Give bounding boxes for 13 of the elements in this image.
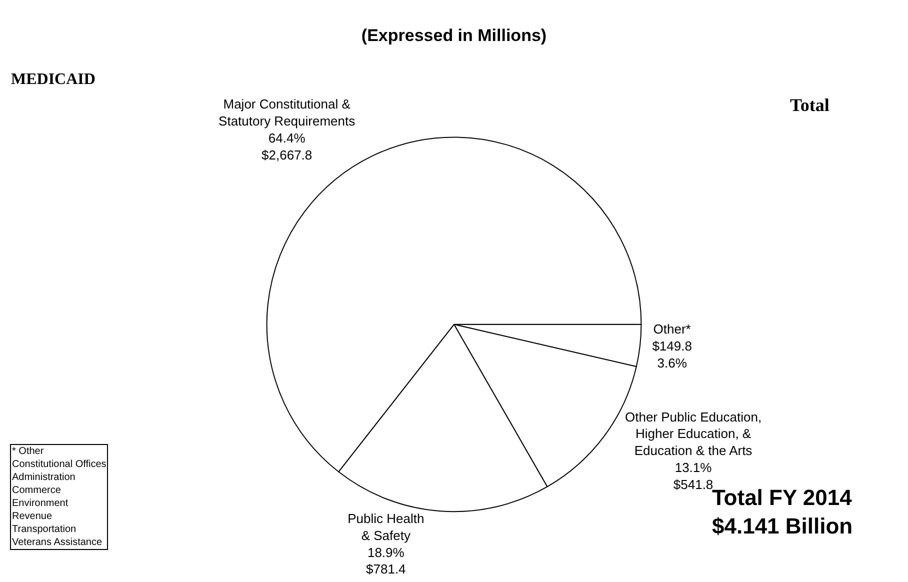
slice-label: Other*	[653, 322, 691, 337]
text: * Other Constitutional Offices Administration Commerce Environment Revenue Transportation Veterans Assistance	[12, 446, 106, 548]
text: Total FY 2014 $4.141 Billion	[712, 485, 853, 539]
data-label: 18.9% $781.4	[366, 544, 406, 577]
slice-label: Other Public Education, Higher Education, & Education & the Arts	[624, 409, 762, 458]
data-label: 64.4% $2,667.8	[262, 130, 312, 162]
data-label: 13.1% $541.8	[673, 460, 714, 492]
slice-label: Major Constitutional & Statutory Requirements	[218, 96, 356, 129]
chart-title: (Expressed in Millions)	[361, 26, 547, 45]
data-label: $149.8 3.6%	[652, 338, 692, 370]
text: MEDICAID	[11, 71, 96, 88]
text: Total	[790, 95, 830, 115]
slice-label: Public Health & Safety	[348, 510, 424, 543]
